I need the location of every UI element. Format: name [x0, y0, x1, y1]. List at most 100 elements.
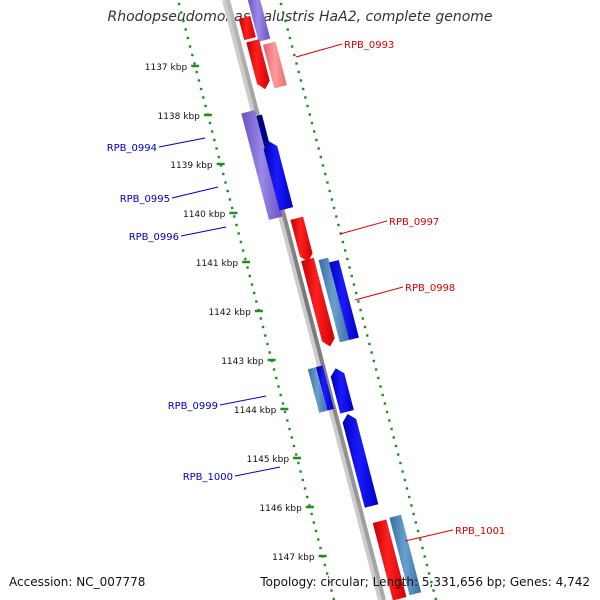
scale-dot [224, 181, 227, 184]
gene-label-rpb_1001: RPB_1001 [455, 526, 505, 537]
scale-dot [335, 215, 338, 218]
scale-dot [299, 470, 302, 473]
scale-dot [304, 96, 307, 99]
scale-dot [286, 419, 289, 422]
scale-dot [366, 334, 369, 337]
scale-tick-label: 1141 kbp [196, 259, 239, 269]
scale-dot [239, 240, 243, 244]
gene-leader-line [234, 466, 281, 477]
scale-tick-label: 1145 kbp [247, 455, 290, 465]
scale-dot [222, 172, 225, 176]
scale-dot [208, 121, 212, 125]
scale-tick-label: 1139 kbp [170, 161, 213, 171]
gene-leader-line [180, 226, 227, 237]
scale-dot [372, 359, 376, 363]
scale-dot [288, 427, 291, 431]
scale-dot [379, 385, 382, 388]
scale-dot [432, 589, 435, 592]
gene-block [247, 0, 271, 42]
scale-dot [363, 325, 367, 329]
scale-dot [370, 351, 373, 354]
gene-label-rpb_0997: RPB_0997 [389, 217, 439, 228]
scale-dot [275, 376, 278, 380]
scale-dot [292, 444, 296, 448]
scale-dot [383, 402, 387, 405]
scale-dot [281, 402, 285, 405]
gene-leader-line [171, 186, 219, 199]
scale-dot [188, 45, 192, 48]
scale-dot [361, 317, 365, 320]
scale-dot [252, 291, 256, 295]
scale-dot [368, 342, 371, 346]
scale-dot [410, 504, 413, 507]
scale-dot [330, 589, 333, 592]
scale-dot [283, 410, 287, 414]
gene-block [318, 257, 350, 343]
scale-dot [328, 580, 331, 584]
scale-dot [412, 512, 415, 516]
scale-tick-label: 1146 kbp [259, 504, 302, 514]
scale-dot [248, 274, 251, 278]
accession-label: Accession: NC_007778 [9, 575, 146, 589]
scale-dot [408, 495, 411, 499]
scale-tick-label: 1140 kbp [183, 210, 226, 220]
scale-tick-label: 1142 kbp [208, 308, 251, 318]
scale-dot [419, 538, 422, 541]
scale-tick-label: 1147 kbp [272, 553, 315, 563]
scale-dot [282, 11, 285, 14]
scale-dot [286, 28, 289, 31]
gene-block [330, 368, 354, 414]
backbone-line [226, 0, 386, 600]
scale-dot [182, 19, 185, 23]
genome-summary: Topology: circular; Length: 5,331,656 bp… [260, 575, 590, 589]
scale-dot [228, 198, 232, 201]
scale-dot [427, 572, 431, 575]
scale-dot [177, 2, 181, 6]
scale-dot [381, 393, 384, 397]
scale-dot [301, 478, 304, 482]
scale-dot [326, 181, 329, 184]
scale-dot [308, 113, 311, 116]
scale-dot [332, 206, 336, 210]
scale-dot [323, 563, 327, 567]
scale-dot [230, 206, 234, 210]
scale-dot [388, 419, 391, 422]
scale-dot [244, 257, 247, 261]
scale-dot [332, 597, 335, 600]
scale-dot [416, 529, 420, 533]
gene-block [342, 414, 379, 508]
scale-dot [312, 521, 316, 524]
scale-dot [279, 2, 283, 6]
scale-tick-label: 1143 kbp [221, 357, 264, 367]
scale-dot [233, 215, 236, 218]
scale-dot [394, 444, 398, 448]
gene-block [315, 365, 334, 411]
scale-dot [193, 62, 196, 65]
scale-dot [197, 79, 201, 82]
scale-dot [213, 138, 216, 142]
scale-dot [357, 300, 360, 303]
backbone-shadow [222, 0, 384, 600]
genome-title: Rhodopseudomonas palustris HaA2, complet… [107, 9, 493, 25]
scale-dot [180, 11, 183, 14]
scale-dot [310, 121, 314, 125]
scale-dot [279, 393, 282, 397]
gene-leader-line [158, 137, 206, 148]
scale-dot [184, 28, 187, 31]
gene-block [263, 141, 294, 211]
scale-tick-label: 1138 kbp [157, 112, 200, 122]
scale-dot [195, 70, 198, 74]
scale-dot [202, 96, 205, 99]
scale-dot [434, 597, 437, 600]
scale-dot [215, 147, 218, 150]
scale-dot [396, 453, 400, 456]
scale-dot [272, 368, 276, 371]
scale-dot [348, 266, 351, 269]
gene-label-rpb_1000: RPB_1000 [183, 472, 233, 483]
scale-dot [301, 87, 305, 91]
scale-dot [374, 368, 378, 371]
gene-block [372, 519, 407, 600]
scale-dot [314, 529, 318, 533]
scale-dot [385, 410, 389, 414]
